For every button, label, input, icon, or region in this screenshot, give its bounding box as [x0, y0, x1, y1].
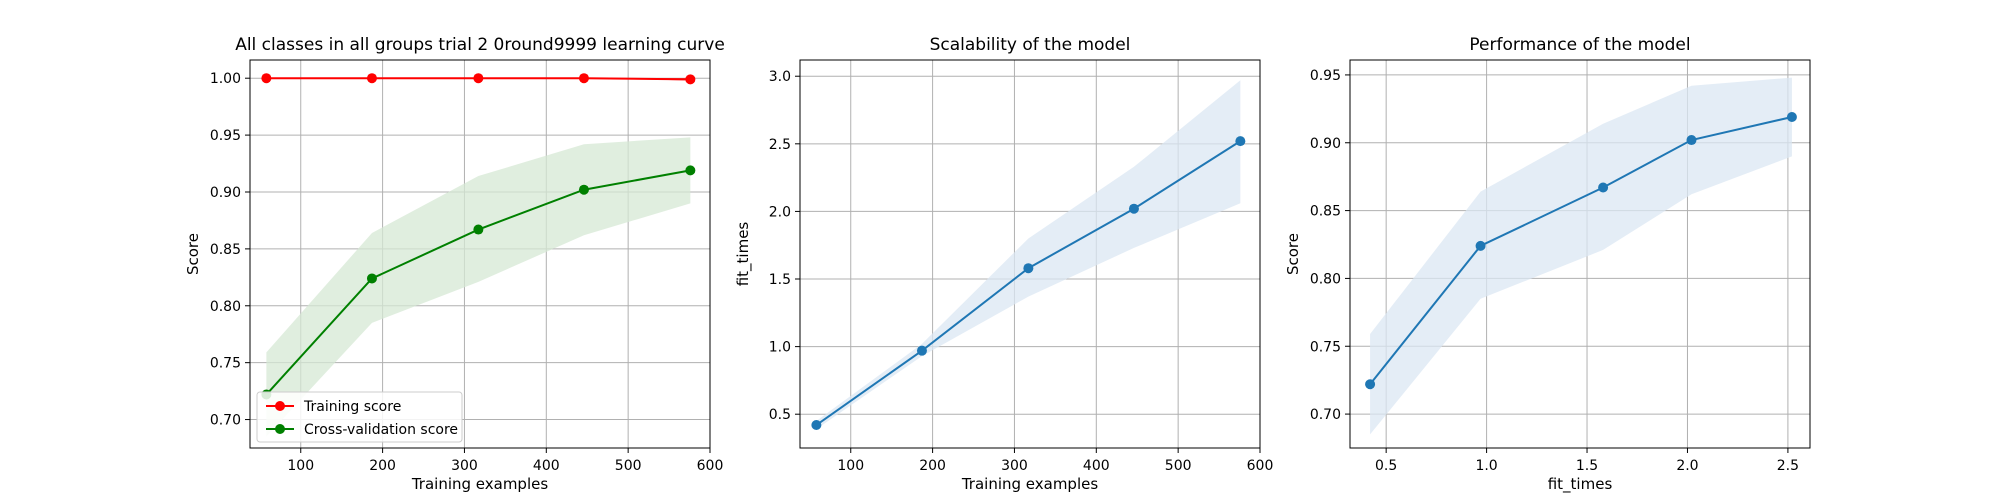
y-tick-label: 0.90	[1310, 136, 1341, 152]
data-point	[473, 73, 484, 84]
y-tick-label: 0.95	[1310, 68, 1341, 84]
data-point	[366, 273, 377, 284]
y-tick-label: 0.75	[1310, 339, 1341, 355]
x-tick-label: 400	[533, 458, 560, 474]
y-tick-label: 0.5	[769, 407, 791, 423]
confidence-band	[1370, 77, 1792, 435]
x-tick-label: 500	[615, 458, 642, 474]
learning-curve-ticks: 100 200 300 400 500 600 0.70 0.75 0.80 0.85 0.90 0.…	[210, 71, 724, 474]
data-point	[685, 74, 696, 85]
scalability-y-label: fit_times	[734, 222, 753, 287]
x-tick-label: 100	[287, 458, 314, 474]
x-tick-label: 500	[1165, 458, 1192, 474]
legend-entry-training: Training score	[266, 399, 401, 415]
y-tick-label: 0.85	[1310, 204, 1341, 220]
data-point	[1475, 240, 1486, 251]
scalability-line	[811, 136, 1246, 431]
performance-title: Performance of the model	[1469, 35, 1690, 55]
x-tick-label: 200	[919, 458, 946, 474]
data-point	[578, 184, 589, 195]
learning-curve-panel: 100 200 300 400 500 600 0.70 0.75 0.80 0.85 0.90 0.…	[184, 35, 725, 493]
learning-curve-y-label: Score	[184, 233, 202, 275]
data-point	[811, 420, 822, 431]
data-point	[1686, 135, 1697, 146]
data-point	[1023, 263, 1034, 274]
x-tick-label: 1.5	[1576, 458, 1598, 474]
scalability-axes-frame	[799, 59, 1261, 449]
y-tick-label: 2.0	[769, 204, 791, 220]
performance-axes-frame	[1349, 59, 1811, 449]
data-point	[1786, 111, 1797, 122]
scalability-band	[816, 80, 1241, 430]
confidence-band	[266, 137, 691, 437]
y-tick-label: 0.95	[210, 128, 241, 144]
performance-ticks: 0.5 1.0 1.5 2.0 2.5 0.70 0.75 0.80 0.85 0.90 0.95	[1310, 68, 1799, 474]
data-point	[261, 73, 272, 84]
learning-curve-legend: Training score Cross-validation score	[256, 391, 463, 443]
scalability-x-label: Training examples	[961, 475, 1099, 493]
y-tick-label: 1.00	[210, 71, 241, 87]
x-tick-label: 2.5	[1777, 458, 1799, 474]
data-point	[916, 345, 927, 356]
performance-band	[1370, 77, 1792, 435]
x-tick-label: 400	[1083, 458, 1110, 474]
data-point	[685, 165, 696, 176]
data-point	[578, 73, 589, 84]
data-point	[473, 224, 484, 235]
data-point	[366, 73, 377, 84]
x-tick-label: 0.5	[1375, 458, 1397, 474]
learning-curve-title: All classes in all groups trial 2 0round…	[235, 35, 725, 55]
data-point	[1365, 379, 1376, 390]
performance-y-label: Score	[1284, 233, 1302, 275]
scalability-panel: 100 200 300 400 500 600 0.5 1.0 1.5 2.0 2.5 3.0 Sca…	[734, 35, 1273, 493]
x-tick-label: 2.0	[1676, 458, 1698, 474]
data-point	[1598, 182, 1609, 193]
y-tick-label: 1.5	[769, 272, 791, 288]
performance-line	[1365, 111, 1797, 390]
y-tick-label: 0.80	[1310, 271, 1341, 287]
y-tick-label: 2.5	[769, 137, 791, 153]
x-tick-label: 300	[1001, 458, 1028, 474]
performance-panel: 0.5 1.0 1.5 2.0 2.50.700.750.800.850.900.95 …	[1284, 35, 1811, 494]
x-tick-label: 1.0	[1475, 458, 1497, 474]
y-tick-label: 0.70	[1310, 407, 1341, 423]
x-tick-label: 200	[369, 458, 396, 474]
legend-box	[256, 391, 463, 443]
y-tick-label: 3.0	[769, 69, 791, 85]
y-tick-label: 0.85	[210, 242, 241, 258]
x-tick-label: 600	[1247, 458, 1274, 474]
scalability-ticks: 100 200 300 400 500 600 0.5 1.0 1.5 2.0 2.5 3.0	[769, 69, 1274, 474]
learning-curve-x-label: Training examples	[411, 475, 549, 493]
legend-training-marker	[275, 401, 285, 411]
learning-curve-lines	[261, 73, 696, 400]
y-tick-label: 0.70	[210, 413, 241, 429]
data-point	[1128, 203, 1139, 214]
y-tick-label: 0.75	[210, 356, 241, 372]
y-tick-label: 0.90	[210, 185, 241, 201]
x-tick-label: 300	[451, 458, 478, 474]
y-tick-label: 0.80	[210, 299, 241, 315]
x-tick-label: 600	[697, 458, 724, 474]
x-tick-label: 100	[837, 458, 864, 474]
learning-curve-axes-frame	[249, 59, 711, 449]
legend-cv-label: Cross-validation score	[304, 422, 458, 438]
data-point	[1235, 136, 1246, 147]
legend-cv-marker	[275, 424, 285, 434]
y-tick-label: 1.0	[769, 340, 791, 356]
legend-entry-cross-validation: Cross-validation score	[266, 422, 458, 438]
confidence-band	[816, 80, 1241, 430]
scalability-title: Scalability of the model	[930, 35, 1131, 55]
performance-x-label: fit_times	[1548, 475, 1613, 494]
legend-training-label: Training score	[303, 399, 401, 415]
